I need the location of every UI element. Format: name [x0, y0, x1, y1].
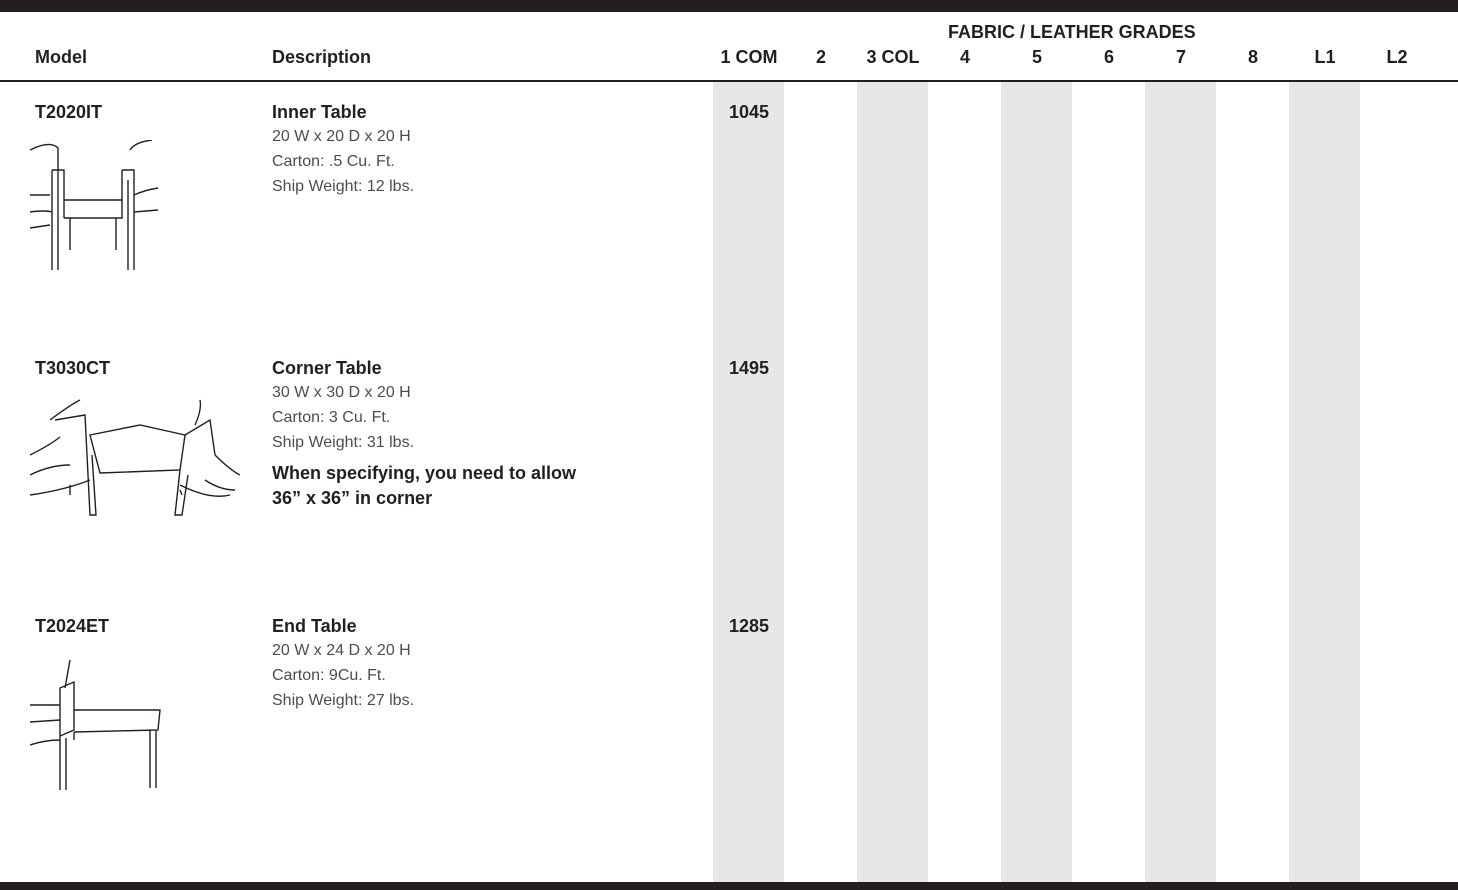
column-header: Description	[272, 47, 372, 67]
spec-line: Ship Weight: 12 lbs.	[272, 178, 415, 195]
column-header: 7	[1175, 47, 1186, 67]
spec-line: Carton: 3 Cu. Ft.	[272, 409, 391, 426]
illustration	[30, 660, 161, 790]
column-header: Model	[35, 47, 87, 67]
price: 1045	[728, 102, 770, 122]
spec-line: Carton: .5 Cu. Ft.	[272, 153, 395, 170]
stripe	[857, 82, 928, 882]
stripe	[1145, 82, 1216, 882]
column-header: 5	[1031, 47, 1042, 67]
column-header: 3 COL	[866, 47, 920, 67]
column-header: 8	[1247, 47, 1258, 67]
stripe	[1289, 82, 1360, 882]
model: T3030CT	[35, 358, 111, 378]
grades-title: FABRIC / LEATHER GRADES	[948, 22, 1196, 42]
spec-line: Carton: 9Cu. Ft.	[272, 667, 386, 684]
column-header: 6	[1103, 47, 1114, 67]
price: 1495	[728, 358, 770, 378]
illustration	[30, 140, 159, 270]
column-header: 4	[959, 47, 970, 67]
note-line: 36” x 36” in corner	[272, 488, 433, 508]
column-header: L1	[1314, 47, 1336, 67]
item-title: Corner Table	[272, 358, 382, 378]
stripe	[1001, 82, 1072, 882]
item-title: End Table	[272, 616, 357, 636]
model: T2020IT	[35, 102, 103, 122]
spec-line: 20 W x 20 D x 20 H	[272, 128, 411, 145]
spec-line: 30 W x 30 D x 20 H	[272, 384, 411, 401]
bottom-bar	[0, 882, 1458, 890]
item-title: Inner Table	[272, 102, 367, 122]
spec-line: Ship Weight: 31 lbs.	[272, 434, 415, 451]
column-header: L2	[1386, 47, 1408, 67]
column-header: 1 COM	[720, 47, 778, 67]
illustration	[30, 399, 240, 516]
top-bar	[0, 0, 1458, 12]
note-line: When specifying, you need to allow	[272, 463, 577, 483]
price: 1285	[728, 616, 770, 636]
model: T2024ET	[35, 616, 110, 636]
spec-line: 20 W x 24 D x 20 H	[272, 642, 411, 659]
stripe	[713, 82, 784, 882]
column-header: 2	[815, 47, 826, 67]
header-rule	[0, 80, 1458, 82]
spec-line: Ship Weight: 27 lbs.	[272, 692, 415, 709]
